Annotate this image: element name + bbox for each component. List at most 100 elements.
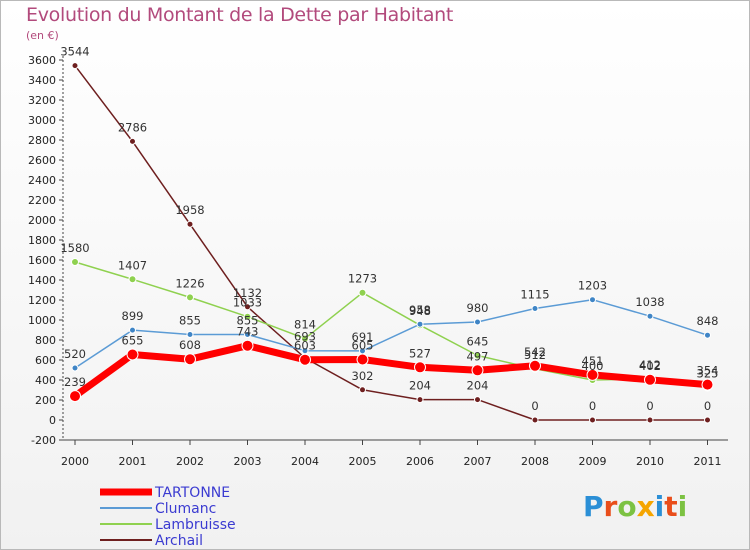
data-point-clumanc [186,331,194,338]
data-label-clumanc: 1203 [578,279,607,293]
y-tick-label: 3000 [28,114,56,127]
data-label-tartonne: 603 [294,339,316,353]
data-point-tartonne [126,348,139,361]
data-label-archail: 0 [589,399,596,413]
data-label-lambruisse: 512 [524,348,546,362]
series-line-lambruisse [74,261,709,389]
y-tick-label: 200 [35,394,56,407]
data-label-lambruisse: 412 [639,358,661,372]
data-point-archail [646,416,654,424]
x-tick-label: 2003 [234,455,262,468]
y-tick-label: 600 [35,354,56,367]
data-label-lambruisse: 814 [294,318,316,332]
data-point-lambruisse [186,293,194,302]
y-tick-label: 1400 [28,274,56,287]
data-point-clumanc [646,312,654,320]
data-point-archail [244,303,251,311]
data-point-tartonne [241,339,254,352]
data-point-tartonne [184,353,196,366]
data-label-tartonne: 743 [237,325,259,339]
data-point-clumanc [244,331,251,338]
data-point-archail [531,416,539,424]
data-point-archail [416,396,424,404]
data-point-clumanc [589,296,596,304]
data-label-clumanc: 855 [237,314,259,328]
data-label-clumanc: 693 [294,330,316,344]
data-labels: 3544 2786 1958 1132 302 204 204 0 0 0 0 1580 1407 122… [60,45,718,413]
data-point-archail [71,62,79,70]
data-label-lambruisse: 948 [409,304,431,318]
data-label-tartonne: 451 [582,354,604,368]
data-label-tartonne: 542 [524,345,546,359]
series-line-tartonne [71,342,711,400]
data-label-archail: 1958 [175,203,204,217]
data-label-tartonne: 497 [467,349,489,363]
data-label-clumanc: 1038 [635,295,664,309]
x-tick-label: 2006 [406,455,434,468]
data-point-archail [474,396,481,404]
data-label-tartonne: 354 [697,364,719,378]
x-tick-label: 2001 [119,455,147,468]
y-tick-label: 800 [35,334,56,347]
series-line-clumanc [74,298,709,369]
data-point-archail [704,416,711,424]
data-point-lambruisse [128,275,137,284]
data-label-lambruisse: 1226 [175,276,204,290]
proxiti-logo-text: Proxiti [583,490,687,523]
y-tick-label: 3600 [28,54,56,67]
data-label-clumanc: 980 [467,301,489,315]
data-point-tartonne [356,353,369,366]
x-tick-label: 2002 [176,455,204,468]
data-label-archail: 204 [467,379,489,393]
data-point-lambruisse [301,334,309,343]
data-label-archail: 3544 [60,45,89,59]
data-point-clumanc [71,364,79,372]
legend-label-lambruisse: Lambruisse [155,517,236,533]
data-label-lambruisse: 1033 [233,296,262,310]
data-label-archail: 2786 [118,120,147,134]
axes: -200020040060080010001200140016001800200… [28,54,728,468]
y-tick-label: 3200 [28,94,56,107]
data-point-lambruisse [358,288,367,297]
data-point-clumanc [474,318,481,326]
data-point-tartonne [701,378,714,391]
data-label-archail: 0 [704,399,711,413]
data-point-clumanc [416,320,424,328]
y-tick-label: 0 [49,414,56,427]
y-tick-label: 2000 [28,214,56,227]
y-tick-label: 3400 [28,74,56,87]
data-label-clumanc: 520 [64,347,86,361]
data-point-archail [359,386,366,394]
data-point-archail [129,137,136,145]
data-point-tartonne [586,368,599,381]
data-label-archail: 302 [352,369,374,383]
x-tick-label: 2005 [349,455,377,468]
data-point-clumanc [531,305,539,312]
x-tick-label: 2011 [694,455,722,468]
x-tick-label: 2009 [579,455,607,468]
x-tick-label: 2007 [464,455,492,468]
data-point-tartonne [299,353,311,366]
data-label-clumanc: 899 [122,309,144,323]
data-point-lambruisse [243,312,252,321]
data-point-clumanc [129,326,136,334]
data-label-archail: 0 [531,399,538,413]
legend-label-tartonne: TARTONNE [154,485,230,501]
data-label-clumanc: 848 [697,314,719,328]
y-tick-label: 2400 [28,174,56,187]
data-label-tartonne: 608 [179,338,201,352]
data-label-lambruisse: 645 [467,335,489,349]
data-label-tartonne: 605 [352,339,374,353]
data-label-archail: 1132 [233,286,262,300]
series-line-archail [74,64,709,421]
data-label-clumanc: 1115 [520,288,549,302]
data-point-lambruisse [71,258,79,266]
data-point-tartonne [414,361,426,374]
data-label-clumanc: 691 [352,330,374,344]
data-label-lambruisse: 400 [582,359,604,373]
data-point-lambruisse [473,351,482,360]
x-tick-label: 2004 [291,455,319,468]
